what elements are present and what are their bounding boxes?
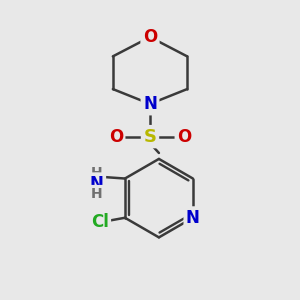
Text: N: N — [90, 175, 104, 193]
Text: H: H — [91, 187, 103, 201]
Text: H: H — [91, 166, 103, 180]
Text: N: N — [143, 95, 157, 113]
Text: O: O — [143, 28, 157, 46]
Text: N: N — [186, 209, 200, 227]
Text: Cl: Cl — [91, 213, 109, 231]
Text: O: O — [177, 128, 191, 146]
Text: S: S — [143, 128, 157, 146]
Text: O: O — [109, 128, 123, 146]
